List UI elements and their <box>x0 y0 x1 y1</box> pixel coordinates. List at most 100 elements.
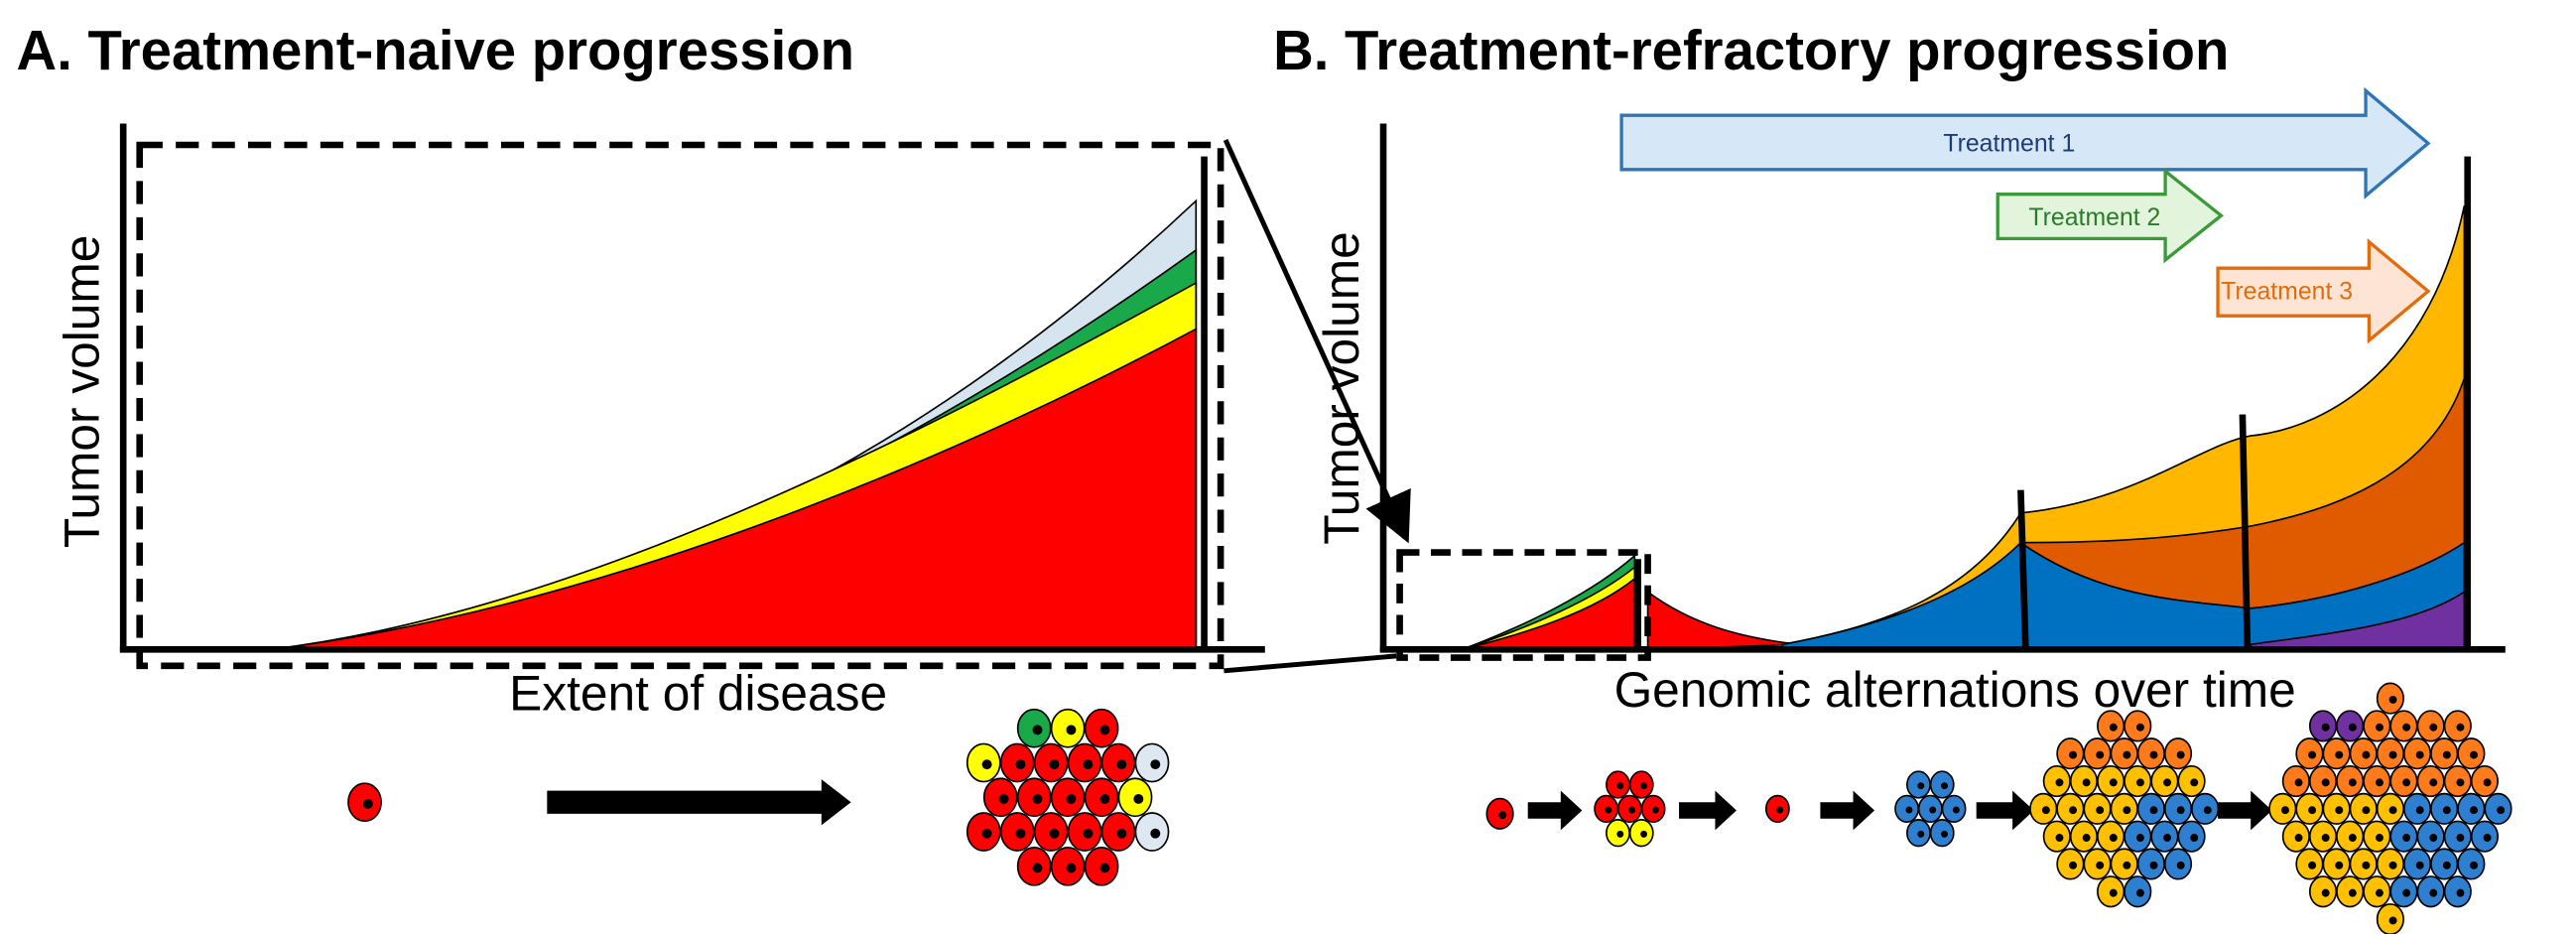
nucleus <box>2109 723 2118 732</box>
nucleus <box>2096 806 2105 815</box>
nucleus <box>2388 695 2397 704</box>
connector <box>1224 653 1397 674</box>
panel-b-title: B. Treatment-refractory progression <box>1273 19 2229 81</box>
nucleus <box>2109 888 2118 897</box>
y-label: Tumor volume <box>54 235 109 549</box>
nucleus <box>2348 778 2357 787</box>
nucleus <box>1066 793 1077 804</box>
nucleus <box>2402 834 2411 842</box>
nucleus <box>1015 828 1026 839</box>
nucleus <box>2280 806 2289 815</box>
nucleus <box>2149 861 2158 869</box>
nucleus <box>1150 759 1161 770</box>
nucleus <box>2069 861 2078 869</box>
nucleus <box>2082 778 2091 787</box>
nucleus <box>1498 811 1507 820</box>
nucleus <box>2176 750 2185 759</box>
nucleus <box>2190 778 2199 787</box>
nucleus <box>2135 834 2144 842</box>
progression-arrows <box>547 779 2272 831</box>
nucleus <box>2190 834 2199 842</box>
nucleus <box>2176 861 2185 869</box>
nucleus <box>1116 759 1127 770</box>
nucleus <box>1651 806 1659 814</box>
nucleus <box>2321 888 2330 897</box>
nucleus <box>2109 778 2118 787</box>
nucleus <box>2135 888 2144 897</box>
nucleus <box>2376 778 2383 787</box>
nucleus <box>2483 778 2492 787</box>
panel-a-title: A. Treatment-naive progression <box>17 19 854 81</box>
nucleus <box>1917 830 1925 838</box>
zoom-box <box>1396 549 1651 661</box>
nucleus <box>2149 806 2158 815</box>
nucleus <box>2055 834 2064 842</box>
nucleus <box>1099 725 1110 735</box>
nucleus <box>1616 830 1624 838</box>
nucleus <box>2415 861 2424 869</box>
nucleus <box>2041 806 2050 815</box>
nucleus <box>2483 834 2492 842</box>
nucleus <box>2163 778 2172 787</box>
nucleus <box>2470 806 2478 815</box>
nucleus <box>2203 806 2212 815</box>
treatment-label: Treatment 3 <box>2221 279 2353 306</box>
nucleus <box>2069 750 2078 759</box>
nucleus <box>2308 861 2317 869</box>
nucleus <box>2082 834 2091 842</box>
nucleus <box>2149 750 2158 759</box>
nucleus <box>2497 806 2506 815</box>
nucleus <box>1049 759 1060 770</box>
nucleus <box>2348 888 2357 897</box>
nucleus <box>1905 806 1913 814</box>
nucleus <box>1640 782 1648 790</box>
nucleus <box>2415 750 2424 759</box>
nucleus <box>1605 806 1612 814</box>
nucleus <box>2429 778 2438 787</box>
nucleus <box>1083 828 1094 839</box>
nucleus <box>1083 759 1094 770</box>
nucleus <box>2096 861 2105 869</box>
nucleus <box>2294 778 2303 787</box>
nucleus <box>2456 778 2465 787</box>
nucleus <box>1133 793 1144 804</box>
panel-b-chart <box>1462 205 2466 651</box>
nucleus <box>2429 888 2438 897</box>
nucleus <box>1628 806 1636 814</box>
nucleus <box>2321 778 2330 787</box>
nucleus <box>1941 830 1949 838</box>
nucleus <box>1032 725 1043 735</box>
nucleus <box>1032 793 1043 804</box>
nucleus <box>1616 782 1624 790</box>
treatment-arrow <box>1619 86 2431 200</box>
nucleus <box>2308 806 2317 815</box>
nucleus <box>1116 828 1127 839</box>
nucleus <box>2096 750 2105 759</box>
treatment-arrow <box>1996 168 2225 264</box>
nucleus <box>2388 806 2397 815</box>
nucleus <box>2402 723 2411 732</box>
nucleus <box>2348 834 2357 842</box>
nucleus <box>2456 888 2465 897</box>
nucleus <box>2442 861 2451 869</box>
nucleus <box>1150 828 1161 839</box>
connector <box>1223 139 1411 544</box>
treatment-label: Treatment 1 <box>1943 131 2075 158</box>
treatment-arrow <box>2216 238 2431 344</box>
nucleus <box>1015 759 1026 770</box>
nucleus <box>2362 750 2371 759</box>
nucleus <box>2442 806 2451 815</box>
nucleus <box>2456 723 2465 732</box>
nucleus <box>2055 778 2064 787</box>
nucleus <box>2335 861 2344 869</box>
nucleus <box>2388 916 2397 925</box>
y-label: Tumor volume <box>1314 231 1369 545</box>
treatment-label: Treatment 2 <box>2028 204 2160 231</box>
nucleus <box>2456 834 2465 842</box>
nucleus <box>2388 861 2397 869</box>
nucleus <box>2376 723 2383 732</box>
nucleus <box>1917 782 1925 790</box>
nucleus <box>2321 834 2330 842</box>
